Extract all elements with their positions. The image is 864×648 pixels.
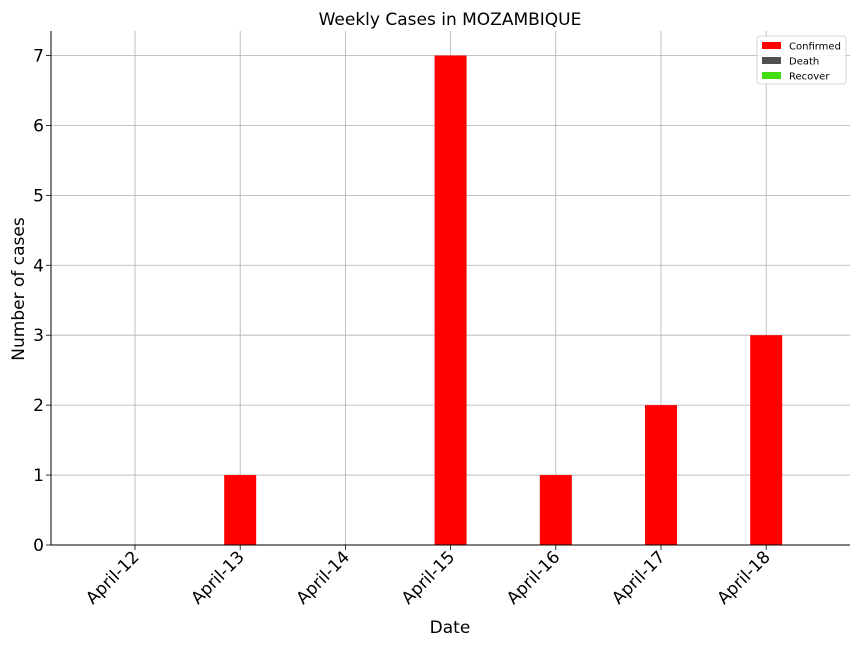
bar-confirmed-april-16 <box>539 475 572 545</box>
legend-label-death: Death <box>789 57 819 68</box>
x-tick-labels: April-12 April-13 April-14 April-15 April-16… <box>82 547 774 608</box>
y-tick-label: 4 <box>33 256 44 276</box>
bar-confirmed-april-15 <box>434 55 467 545</box>
bar-confirmed-april-13 <box>224 475 257 545</box>
y-tick-label: 3 <box>33 326 44 346</box>
axes <box>46 31 850 550</box>
x-tick-label: April-18 <box>713 547 774 608</box>
bar-confirmed-april-18 <box>750 335 783 545</box>
legend-swatch-death <box>762 57 781 64</box>
chart-title: Weekly Cases in MOZAMBIQUE <box>319 10 582 30</box>
y-axis-label: Number of cases <box>9 217 29 361</box>
legend-label-confirmed: Confirmed <box>789 42 841 53</box>
x-tick-label: April-13 <box>187 547 248 608</box>
y-tick-label: 0 <box>33 536 44 556</box>
x-axis-label: Date <box>430 618 471 638</box>
legend-label-recover: Recover <box>789 72 830 83</box>
x-tick-label: April-12 <box>82 547 143 608</box>
x-tick-label: April-15 <box>398 547 459 608</box>
y-tick-label: 5 <box>33 186 44 206</box>
y-tick-label: 6 <box>33 116 44 136</box>
legend-swatch-confirmed <box>762 42 781 49</box>
x-tick-label: April-16 <box>503 547 564 608</box>
y-tick-labels: 0 1 2 3 4 5 6 7 <box>33 46 44 556</box>
legend: Confirmed Death Recover <box>756 35 847 85</box>
bars <box>224 55 783 545</box>
bar-confirmed-april-17 <box>645 405 677 545</box>
x-tick-label: April-17 <box>608 547 669 608</box>
y-tick-label: 7 <box>33 46 44 66</box>
legend-swatch-recover <box>762 72 781 79</box>
x-tick-label: April-14 <box>293 547 354 608</box>
y-tick-label: 2 <box>33 396 44 416</box>
y-tick-label: 1 <box>33 466 44 486</box>
